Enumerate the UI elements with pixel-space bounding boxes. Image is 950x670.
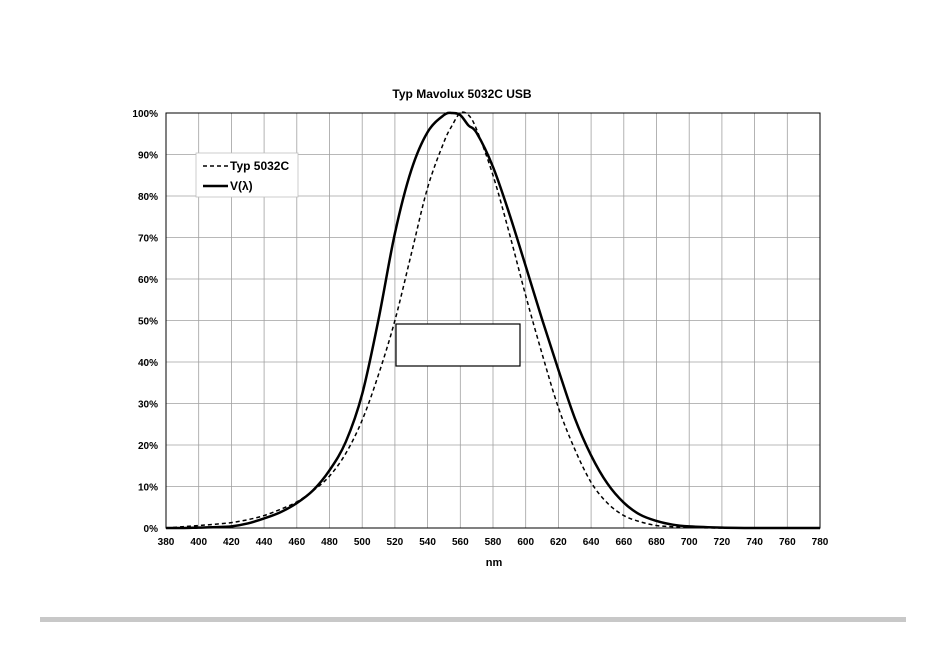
series-line-typ-5032c — [165, 111, 820, 529]
plot-area-border — [165, 112, 821, 529]
x-tick-label: 440 — [256, 537, 273, 548]
x-tick-label: 620 — [550, 537, 567, 548]
annotation-box — [395, 323, 521, 367]
x-tick-label: 420 — [223, 537, 240, 548]
x-tick-label: 480 — [321, 537, 338, 548]
y-tick-label: 10% — [138, 483, 158, 494]
y-tick-label: 40% — [138, 358, 158, 369]
x-tick-label: 660 — [615, 537, 632, 548]
x-tick-label: 600 — [517, 537, 534, 548]
chart-title: Typ Mavolux 5032C USB — [392, 87, 531, 101]
x-tick-label: 380 — [158, 537, 175, 548]
footer-divider — [40, 617, 906, 622]
legend: Typ 5032C V(λ) — [195, 152, 299, 198]
y-tick-label: 70% — [138, 234, 158, 245]
x-tick-label: 680 — [648, 537, 665, 548]
x-tick-label: 640 — [583, 537, 600, 548]
x-tick-label: 780 — [812, 537, 829, 548]
y-tick-label: 90% — [138, 151, 158, 162]
y-tick-label: 20% — [138, 441, 158, 452]
x-tick-label: 520 — [387, 537, 404, 548]
y-tick-label: 60% — [138, 275, 158, 286]
y-tick-label: 30% — [138, 400, 158, 411]
series-line-v-lambda — [165, 111, 820, 530]
x-tick-label: 460 — [288, 537, 305, 548]
x-tick-label: 700 — [681, 537, 698, 548]
x-tick-label: 560 — [452, 537, 469, 548]
x-tick-label: 760 — [779, 537, 796, 548]
legend-label-typ-5032c: Typ 5032C — [230, 159, 289, 173]
y-tick-label: 100% — [132, 109, 158, 120]
data-series — [165, 111, 820, 530]
tick-labels: 380 400 420 440 460 480 500 520 540 560 580 600 620 6… — [132, 109, 828, 548]
x-tick-label: 500 — [354, 537, 371, 548]
y-tick-label: 0% — [144, 524, 159, 535]
legend-label-v-lambda: V(λ) — [230, 179, 253, 193]
x-tick-label: 580 — [485, 537, 502, 548]
y-tick-label: 80% — [138, 192, 158, 203]
x-tick-label: 740 — [746, 537, 763, 548]
x-tick-label: 540 — [419, 537, 436, 548]
x-tick-label: 720 — [714, 537, 731, 548]
grid-lines — [165, 112, 821, 529]
legend-box — [195, 152, 299, 198]
x-axis-label: nm — [486, 557, 503, 569]
x-tick-label: 400 — [190, 537, 207, 548]
y-tick-label: 50% — [138, 317, 158, 328]
